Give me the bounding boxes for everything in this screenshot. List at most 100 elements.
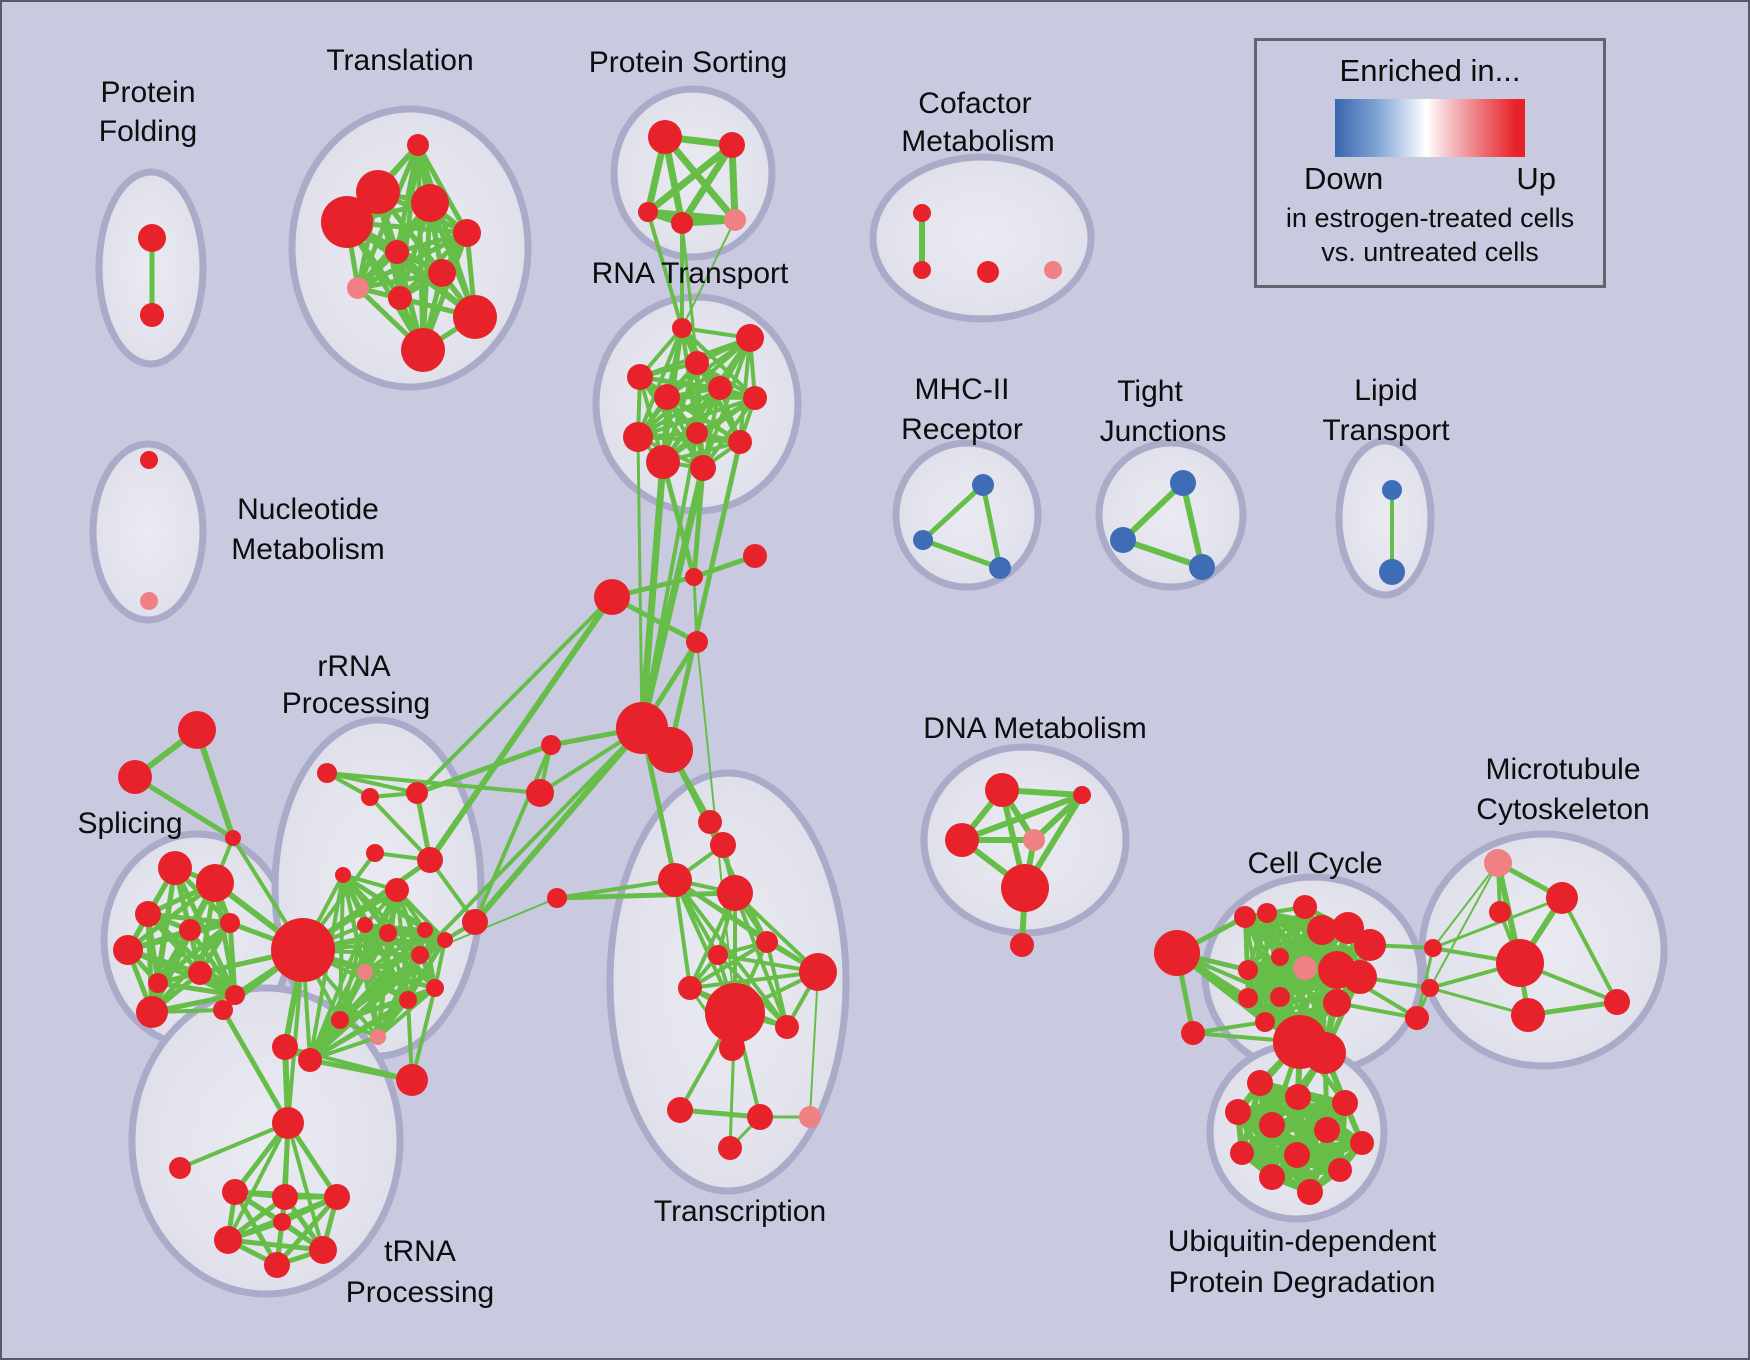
network-node-84 xyxy=(298,1048,322,1072)
network-edge xyxy=(368,795,432,862)
network-node-21 xyxy=(685,351,709,375)
cluster-label-trna-processing-1: Processing xyxy=(346,1276,494,1309)
network-node-104 xyxy=(799,953,837,991)
network-node-94 xyxy=(309,1236,337,1264)
network-edge xyxy=(1247,996,1338,1005)
network-node-129 xyxy=(1271,948,1289,966)
network-node-85 xyxy=(213,1000,233,1020)
network-edge xyxy=(227,922,238,996)
network-node-40 xyxy=(1382,480,1402,500)
network-node-3 xyxy=(356,170,400,214)
network-edge xyxy=(326,771,418,795)
network-node-141 xyxy=(1484,849,1512,877)
network-edge xyxy=(638,467,707,729)
network-node-73 xyxy=(357,917,373,933)
network-node-61 xyxy=(148,973,168,993)
network-edge xyxy=(765,941,789,1028)
network-node-13 xyxy=(648,120,682,154)
network-edge xyxy=(636,436,644,729)
network-node-135 xyxy=(1255,1012,1275,1032)
network-node-126 xyxy=(1354,929,1386,961)
network-edge xyxy=(1429,862,1499,989)
network-edge xyxy=(733,891,820,974)
network-node-125 xyxy=(1332,912,1364,944)
network-node-58 xyxy=(179,919,201,941)
legend-title: Enriched in... xyxy=(1339,53,1521,88)
network-node-1 xyxy=(140,303,164,327)
legend-up-label: Up xyxy=(1516,161,1556,196)
network-edge xyxy=(701,396,757,470)
network-node-107 xyxy=(775,1015,799,1039)
network-node-15 xyxy=(638,202,658,222)
network-edge xyxy=(1120,480,1186,543)
network-node-47 xyxy=(686,631,708,653)
network-node-103 xyxy=(708,945,728,965)
network-node-90 xyxy=(222,1179,248,1205)
network-node-116 xyxy=(1073,786,1091,804)
network-edge xyxy=(133,774,235,841)
network-node-150 xyxy=(1225,1099,1251,1125)
cluster-label-rna-transport-0: RNA Transport xyxy=(592,257,789,290)
cluster-label-trna-processing-0: tRNA xyxy=(384,1235,456,1268)
network-node-82 xyxy=(370,1029,386,1045)
network-node-64 xyxy=(225,985,245,1005)
network-node-148 xyxy=(1285,1084,1311,1110)
network-edge xyxy=(227,1237,324,1253)
cluster-label-microtubule-cytoskeleton-1: Cytoskeleton xyxy=(1476,793,1649,826)
legend-box: Enriched in... Down Up in estrogen-treat… xyxy=(1254,38,1606,288)
network-edge xyxy=(960,792,1084,843)
network-edge xyxy=(1192,1020,1266,1035)
network-edge xyxy=(376,986,437,1039)
network-node-149 xyxy=(1332,1090,1358,1116)
network-node-77 xyxy=(411,946,429,964)
cluster-label-cofactor-metabolism-1: Metabolism xyxy=(901,125,1054,158)
network-node-108 xyxy=(719,1035,745,1061)
network-node-79 xyxy=(462,909,488,935)
network-node-154 xyxy=(1230,1141,1254,1165)
network-edge xyxy=(157,980,236,998)
network-node-95 xyxy=(264,1252,290,1278)
network-edge xyxy=(415,595,614,795)
network-edge xyxy=(308,928,427,1062)
network-node-98 xyxy=(710,832,736,858)
network-node-17 xyxy=(724,209,746,231)
network-node-28 xyxy=(646,445,680,479)
network-edge xyxy=(473,744,553,923)
cluster-label-transcription-0: Transcription xyxy=(654,1195,826,1228)
network-node-76 xyxy=(357,964,373,980)
network-node-24 xyxy=(743,386,767,410)
cluster-label-mhc-ii-receptor-0: MHC-II xyxy=(915,373,1010,406)
network-node-93 xyxy=(214,1226,242,1254)
network-node-14 xyxy=(719,132,745,158)
network-node-38 xyxy=(1110,527,1136,553)
network-edge xyxy=(645,142,735,215)
network-node-124 xyxy=(1307,915,1337,945)
cluster-label-rrna-processing-1: Processing xyxy=(282,687,430,720)
network-edge xyxy=(145,913,155,1013)
network-node-71 xyxy=(335,867,351,883)
network-edge xyxy=(338,874,345,1021)
network-node-12 xyxy=(401,328,445,372)
network-node-65 xyxy=(271,918,335,982)
network-node-131 xyxy=(1343,960,1377,994)
network-edge xyxy=(1122,537,1203,570)
network-edge xyxy=(673,879,692,989)
network-node-118 xyxy=(1010,933,1034,957)
network-edge xyxy=(556,890,736,901)
network-edge xyxy=(1560,897,1619,1003)
network-node-132 xyxy=(1270,987,1290,1007)
network-node-145 xyxy=(1511,998,1545,1032)
network-node-88 xyxy=(272,1107,304,1139)
network-edge xyxy=(922,537,1001,571)
network-node-157 xyxy=(1328,1158,1352,1182)
network-edge xyxy=(147,911,231,926)
network-node-110 xyxy=(747,1104,773,1130)
network-node-92 xyxy=(324,1184,350,1210)
network-node-4 xyxy=(411,184,449,222)
network-node-46 xyxy=(743,544,767,568)
network-node-137 xyxy=(1304,1032,1346,1074)
network-nodes xyxy=(113,120,1630,1278)
network-node-121 xyxy=(1234,906,1256,928)
network-node-75 xyxy=(417,922,433,938)
